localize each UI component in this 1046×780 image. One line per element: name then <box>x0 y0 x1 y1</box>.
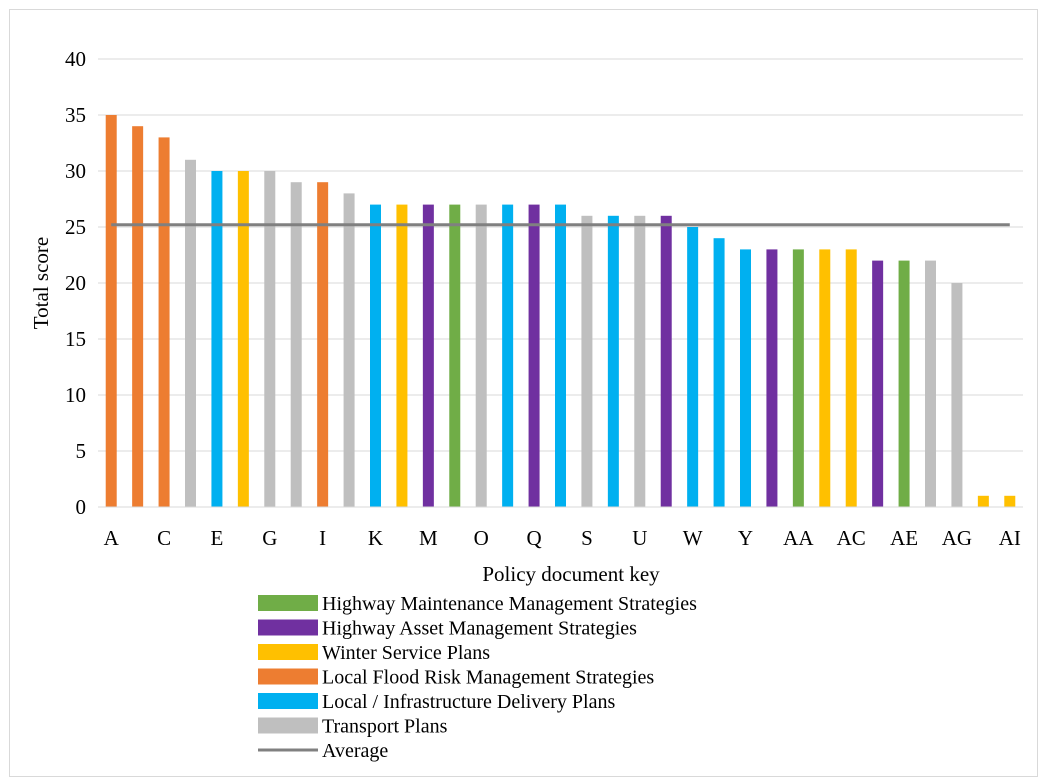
legend-swatch <box>258 668 318 685</box>
bar <box>607 215 619 508</box>
x-tick-label: AI <box>999 526 1021 550</box>
y-tick-label: 5 <box>76 439 87 463</box>
bar <box>951 283 963 507</box>
x-tick-label: W <box>683 526 703 550</box>
bar <box>132 126 144 507</box>
bar <box>713 238 725 507</box>
x-axis-title: Policy document key <box>482 562 660 586</box>
x-tick-label: E <box>211 526 224 550</box>
bar <box>819 249 831 507</box>
bar <box>581 215 593 508</box>
bar <box>422 204 434 507</box>
bar <box>449 204 461 507</box>
x-tick-label: K <box>368 526 383 550</box>
legend-swatch <box>258 717 318 734</box>
x-tick-label: AA <box>783 526 814 550</box>
bar <box>343 193 355 507</box>
y-axis-title: Total score <box>29 237 53 329</box>
bar <box>475 204 487 507</box>
y-tick-label: 0 <box>76 495 87 519</box>
x-tick-label: I <box>319 526 326 550</box>
x-tick-label: Y <box>738 526 753 550</box>
bar <box>211 171 223 507</box>
x-tick-label: O <box>474 526 489 550</box>
bar <box>740 249 751 507</box>
x-tick-label: AC <box>837 526 866 550</box>
legend-label: Highway Asset Management Strategies <box>322 618 637 640</box>
x-tick-label: U <box>632 526 647 550</box>
bar <box>370 204 381 507</box>
bar <box>185 159 196 508</box>
bars <box>105 115 1016 508</box>
legend-label: Local Flood Risk Management Strategies <box>322 667 654 689</box>
bar <box>502 204 514 507</box>
x-tick-label: S <box>581 526 593 550</box>
legend: Highway Maintenance Management Strategie… <box>258 593 697 762</box>
bar <box>925 260 936 507</box>
legend-label: Winter Service Plans <box>322 642 490 664</box>
y-tick-label: 15 <box>65 327 86 351</box>
bar <box>898 260 910 507</box>
bar <box>237 171 249 507</box>
legend-label: Average <box>322 740 388 762</box>
y-tick-label: 25 <box>65 215 86 239</box>
legend-swatch <box>258 595 318 611</box>
x-tick-label: M <box>419 526 438 550</box>
bar <box>792 249 804 507</box>
x-tick-label: AG <box>942 526 972 550</box>
bar <box>396 204 408 507</box>
chart-frame <box>9 9 1038 777</box>
y-tick-label: 10 <box>65 383 86 407</box>
bar <box>105 115 117 507</box>
bar <box>555 204 566 507</box>
bar <box>1004 495 1016 507</box>
legend-label: Highway Maintenance Management Strategie… <box>322 593 697 615</box>
y-tick-label: 40 <box>65 47 86 71</box>
legend-label: Transport Plans <box>322 716 448 738</box>
legend-swatch <box>258 644 318 660</box>
bar <box>528 204 540 507</box>
bar <box>634 215 646 508</box>
bar <box>845 249 857 507</box>
legend-label: Local / Infrastructure Delivery Plans <box>322 691 615 713</box>
x-axis-ticks: A C E G I K M O Q S U W Y AA AC AE AG AI <box>104 526 1021 550</box>
y-tick-label: 30 <box>65 159 86 183</box>
bar <box>766 249 778 507</box>
bar <box>977 495 989 507</box>
bar <box>158 137 170 507</box>
bar <box>872 260 884 507</box>
bar <box>660 215 672 508</box>
bar <box>317 182 329 507</box>
y-tick-label: 35 <box>65 103 86 127</box>
x-tick-label: G <box>262 526 277 550</box>
bar <box>687 227 699 507</box>
y-axis-ticks: 0 5 10 15 20 25 30 35 40 <box>65 47 86 519</box>
x-tick-label: A <box>104 526 120 550</box>
y-tick-label: 20 <box>65 271 86 295</box>
x-tick-label: C <box>157 526 171 550</box>
x-tick-label: AE <box>890 526 918 550</box>
legend-swatch <box>258 619 318 636</box>
bar <box>264 171 276 507</box>
bar <box>290 182 302 507</box>
x-tick-label: Q <box>526 526 541 550</box>
legend-swatch <box>258 693 318 709</box>
